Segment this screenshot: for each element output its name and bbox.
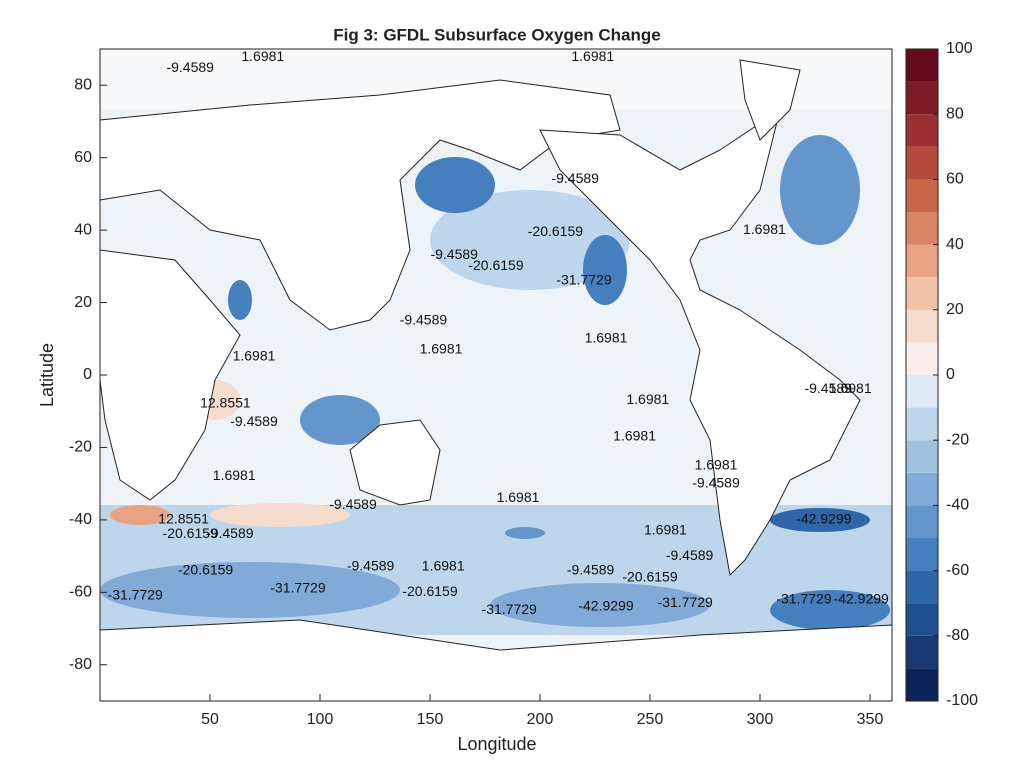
colorbar-band [906, 244, 938, 278]
contour-label: -9.4589 [551, 170, 599, 186]
contour-label: 1.6981 [829, 380, 872, 396]
contour-label: -42.9299 [578, 598, 633, 614]
colorbar-band [906, 668, 938, 701]
colorbar-tick-label: 60 [946, 171, 964, 188]
contour-label: -31.7729 [270, 579, 325, 595]
contour-label: -9.4589 [567, 561, 615, 577]
contour-label: -31.7729 [658, 594, 713, 610]
contour-label: -9.4589 [692, 474, 740, 490]
colorbar-band [906, 179, 938, 212]
x-tick-label: 150 [417, 711, 444, 728]
colorbar-band [906, 309, 938, 343]
colorbar-band [906, 472, 938, 506]
colorbar-tick-label: 20 [946, 301, 964, 318]
colorbar-band [906, 603, 938, 636]
contour-label: -20.6159 [402, 583, 457, 599]
y-tick-label: 80 [74, 76, 92, 93]
x-tick-label: 300 [747, 711, 774, 728]
colorbar-tick-label: 0 [946, 366, 955, 383]
x-tick-label: 250 [637, 711, 664, 728]
contour-label: -31.7729 [776, 590, 831, 606]
colorbar-band [906, 375, 938, 408]
contour-label: 1.6981 [613, 427, 656, 443]
y-tick-label: 0 [83, 366, 92, 383]
x-axis-label: Longitude [457, 734, 536, 754]
x-tick-label: 350 [857, 711, 884, 728]
contour-label: -31.7729 [482, 601, 537, 617]
colorbar-band [906, 277, 938, 310]
colorbar-band [906, 635, 938, 669]
contour-label: 1.6981 [626, 391, 669, 407]
contour-label: -42.9299 [796, 511, 851, 527]
contour-label: -9.4589 [804, 380, 852, 396]
colorbar-band [906, 440, 938, 473]
colorbar-band [906, 146, 938, 180]
contour-label: 12.8551 [158, 511, 209, 527]
colorbar-band [906, 505, 938, 538]
contour-label: 1.6981 [695, 456, 738, 472]
colorbar-tick-label: -60 [946, 562, 969, 579]
y-tick-label: 20 [74, 294, 92, 311]
contour-label: -20.6159 [468, 257, 523, 273]
contour-label: 12.8551 [200, 395, 251, 411]
map [99, 49, 893, 702]
contour-label: -9.4589 [347, 558, 395, 574]
y-tick-label: -80 [69, 656, 92, 673]
contour-label: -9.4589 [206, 525, 254, 541]
continents [99, 59, 893, 702]
y-tick-label: -20 [69, 439, 92, 456]
colorbar-tick-label: 40 [946, 236, 964, 253]
colorbar-band [906, 49, 938, 82]
contour-label: 1.6981 [213, 467, 256, 483]
contour-label: 1.6981 [743, 221, 786, 237]
x-tick-label: 200 [527, 711, 554, 728]
colorbar-band [906, 81, 938, 115]
contour-label: 1.6981 [571, 48, 614, 64]
colorbar-band [906, 538, 938, 571]
y-tick-label: 60 [74, 149, 92, 166]
y-axis-label: Latitude [37, 343, 57, 407]
contour-label: -31.7729 [556, 272, 611, 288]
contour-label: 1.6981 [233, 348, 276, 364]
y-tick-label: 40 [74, 221, 92, 238]
contour-label: -42.9299 [834, 590, 889, 606]
contour-label: -20.6159 [178, 561, 233, 577]
y-tick-label: -40 [69, 511, 92, 528]
contour-label: -9.4589 [329, 496, 377, 512]
contour-label: 1.6981 [585, 329, 628, 345]
contour-label: -9.4589 [400, 311, 448, 327]
colorbar-band [906, 212, 938, 245]
y-tick-label: -60 [69, 584, 92, 601]
colorbar-tick-label: 80 [946, 105, 964, 122]
contour-label: 1.6981 [241, 48, 284, 64]
x-tick-label: 50 [201, 711, 219, 728]
colorbar-band [906, 342, 938, 375]
contour-label: 1.6981 [422, 558, 465, 574]
contour-label: -20.6159 [622, 569, 677, 585]
contour-label: 1.6981 [420, 340, 463, 356]
contour-label: -20.6159 [528, 223, 583, 239]
colorbar-band [906, 407, 938, 441]
contour-label: -9.4589 [230, 413, 278, 429]
contour-label: 1.6981 [497, 489, 540, 505]
contour-label: 1.6981 [644, 521, 687, 537]
contour-label: -20.6159 [163, 525, 218, 541]
colorbar-band [906, 114, 938, 147]
colorbar-tick-label: -40 [946, 497, 969, 514]
colorbar-band [906, 570, 938, 604]
colorbar-tick-label: -20 [946, 431, 969, 448]
chart-title: Fig 3: GFDL Subsurface Oxygen Change [333, 25, 660, 44]
contour-label: -31.7729 [108, 587, 163, 603]
colorbar-tick-label: -100 [946, 692, 978, 709]
colorbar-tick-label: 100 [946, 40, 973, 57]
colorbar-tick-label: -80 [946, 627, 969, 644]
contour-label: -9.4589 [666, 547, 714, 563]
x-tick-label: 100 [307, 711, 334, 728]
contour-label: -9.4589 [166, 59, 214, 75]
contour-label: -9.4589 [430, 246, 478, 262]
